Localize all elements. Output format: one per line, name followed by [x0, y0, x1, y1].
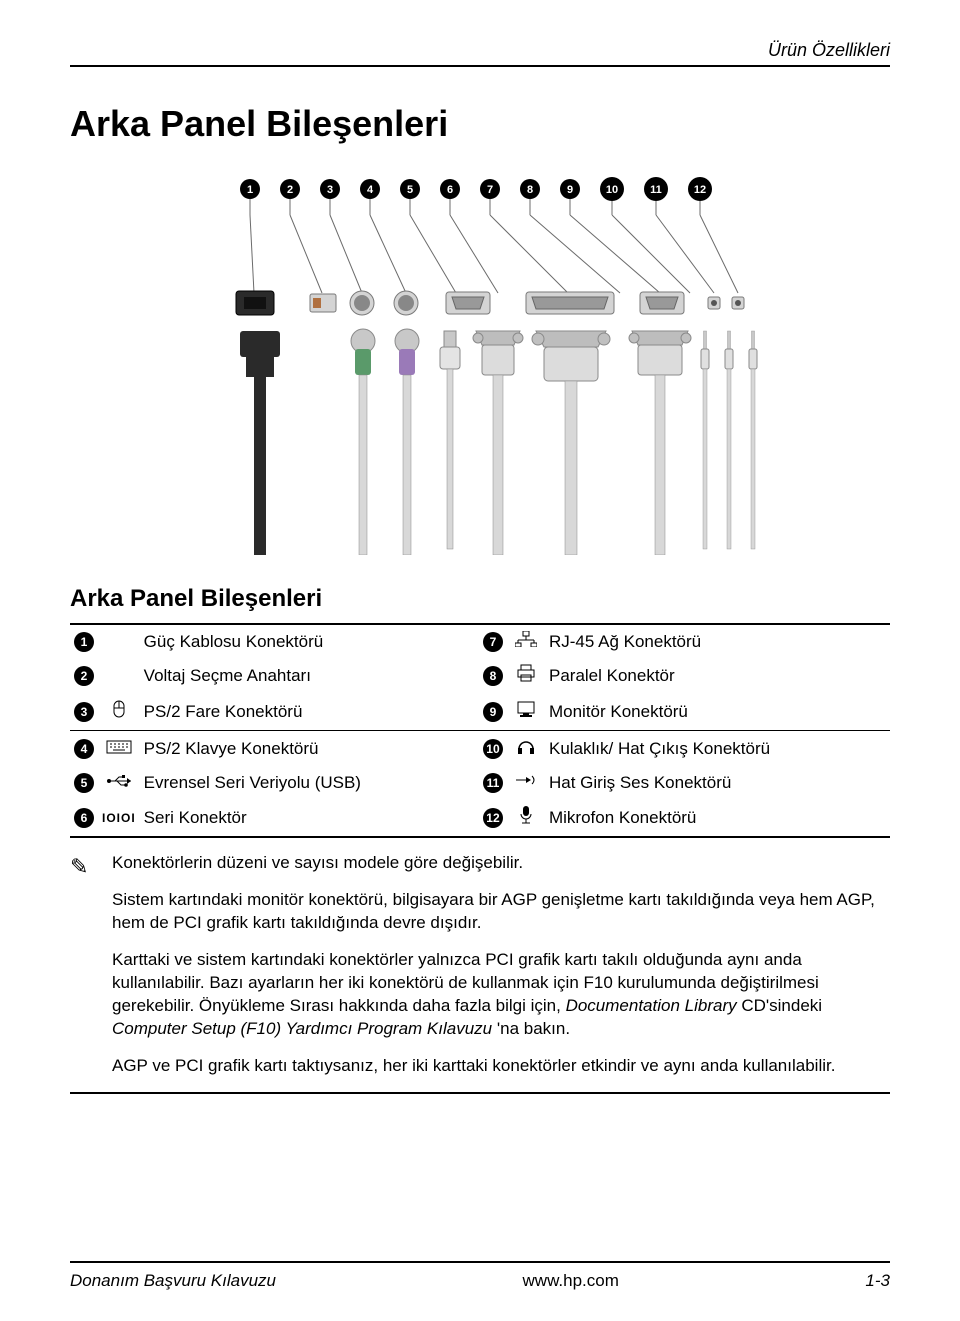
rear-panel-diagram: 123456789101112	[200, 175, 760, 555]
line-in-icon	[507, 766, 545, 799]
note-text: CD'sindeki	[737, 996, 822, 1015]
note-p1: Konektörlerin düzeni ve sayısı modele gö…	[112, 852, 890, 875]
svg-text:5: 5	[407, 184, 413, 196]
svg-text:4: 4	[367, 184, 374, 196]
svg-text:11: 11	[650, 184, 662, 196]
legend-label: PS/2 Klavye Konektörü	[140, 731, 479, 766]
svg-text:6: 6	[447, 184, 453, 196]
note-p2: Sistem kartındaki monitör konektörü, bil…	[112, 889, 890, 935]
legend-num: 10	[483, 739, 503, 759]
svg-text:1: 1	[247, 184, 253, 196]
svg-text:8: 8	[527, 184, 533, 196]
legend-num: 7	[483, 632, 503, 652]
headphone-icon	[507, 731, 545, 766]
legend-num: 12	[483, 808, 503, 828]
net-icon	[507, 625, 545, 658]
legend-num: 2	[74, 666, 94, 686]
footer-left: Donanım Başvuru Kılavuzu	[70, 1271, 276, 1291]
svg-text:10: 10	[606, 184, 618, 196]
header-section: Ürün Özellikleri	[70, 40, 890, 67]
legend-row: 5 Evrensel Seri Veriyolu (USB) 11 Hat Gi…	[70, 766, 890, 799]
serial-icon: IOIOI	[98, 799, 140, 836]
footer-right: 1-3	[865, 1271, 890, 1291]
svg-text:3: 3	[327, 184, 333, 196]
legend-num: 4	[74, 739, 94, 759]
legend-label: Kulaklık/ Hat Çıkış Konektörü	[545, 731, 890, 766]
usb-icon	[98, 766, 140, 799]
page-footer: Donanım Başvuru Kılavuzu www.hp.com 1-3	[70, 1261, 890, 1291]
svg-text:12: 12	[694, 184, 706, 196]
note-p4: AGP ve PCI grafik kartı taktıysanız, her…	[112, 1055, 890, 1078]
legend-row: 6 IOIOI Seri Konektör 12 Mikrofon Konekt…	[70, 799, 890, 836]
legend-label: PS/2 Fare Konektörü	[140, 693, 479, 730]
legend-num: 9	[483, 702, 503, 722]
mouse-icon	[98, 693, 140, 730]
note-italic: Documentation Library	[566, 996, 737, 1015]
legend-label: Voltaj Seçme Anahtarı	[140, 658, 479, 693]
legend-row: 1 Güç Kablosu Konektörü 7 RJ-45 Ağ Konek…	[70, 625, 890, 658]
monitor-icon	[507, 693, 545, 730]
legend-num: 1	[74, 632, 94, 652]
svg-text:2: 2	[287, 184, 293, 196]
legend-table: 1 Güç Kablosu Konektörü 7 RJ-45 Ağ Konek…	[70, 625, 890, 836]
legend-row: 3 PS/2 Fare Konektörü 9 Monitör Konektör…	[70, 693, 890, 730]
legend-title: Arka Panel Bileşenleri	[70, 585, 890, 613]
note-p3: Karttaki ve sistem kartındaki konektörle…	[112, 949, 890, 1041]
legend-label: Güç Kablosu Konektörü	[140, 625, 479, 658]
legend-num: 11	[483, 773, 503, 793]
legend-num: 6	[74, 808, 94, 828]
legend-label: RJ-45 Ağ Konektörü	[545, 625, 890, 658]
svg-text:7: 7	[487, 184, 493, 196]
printer-icon	[507, 658, 545, 693]
legend-label: Mikrofon Konektörü	[545, 799, 890, 836]
legend-row: 4 PS/2 Klavye Konektörü 10 Kulaklık/ Hat…	[70, 731, 890, 766]
note-body: Konektörlerin düzeni ve sayısı modele gö…	[112, 852, 890, 1078]
legend-row: 2 Voltaj Seçme Anahtarı 8 Paralel Konekt…	[70, 658, 890, 693]
note-block: ✎ Konektörlerin düzeni ve sayısı modele …	[70, 852, 890, 1078]
legend-icon-blank	[98, 658, 140, 693]
note-text: 'na bakın.	[492, 1019, 570, 1038]
legend-label: Seri Konektör	[140, 799, 479, 836]
keyboard-icon	[98, 731, 140, 766]
legend-num: 8	[483, 666, 503, 686]
legend-label: Evrensel Seri Veriyolu (USB)	[140, 766, 479, 799]
footer-center: www.hp.com	[523, 1271, 619, 1291]
legend-label: Monitör Konektörü	[545, 693, 890, 730]
mic-icon	[507, 799, 545, 836]
legend-icon-blank	[98, 625, 140, 658]
rule-after-legend	[70, 836, 890, 838]
rule-after-note	[70, 1092, 890, 1094]
legend-num: 5	[74, 773, 94, 793]
legend-label: Hat Giriş Ses Konektörü	[545, 766, 890, 799]
note-italic: Computer Setup (F10) Yardımcı Program Kı…	[112, 1019, 492, 1038]
svg-text:9: 9	[567, 184, 573, 196]
page-title: Arka Panel Bileşenleri	[70, 103, 890, 145]
legend-num: 3	[74, 702, 94, 722]
legend-label: Paralel Konektör	[545, 658, 890, 693]
note-icon: ✎	[70, 852, 98, 1078]
